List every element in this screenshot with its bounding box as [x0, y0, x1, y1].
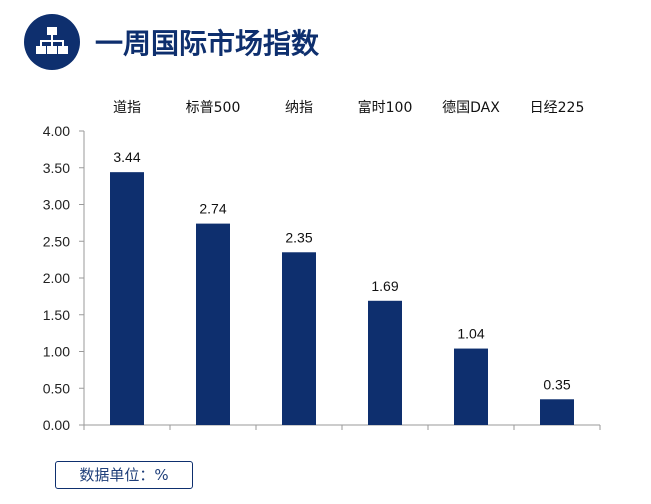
value-label: 3.44 — [113, 149, 140, 165]
bar — [282, 252, 316, 425]
value-label: 1.04 — [457, 326, 484, 342]
y-tick-label: 2.50 — [43, 233, 70, 249]
bar — [368, 300, 402, 425]
y-tick-label: 1.50 — [43, 307, 70, 323]
hierarchy-icon — [36, 27, 68, 54]
y-tick-label: 0.00 — [43, 417, 70, 433]
y-tick-label: 3.50 — [43, 160, 70, 176]
category-label: 德国DAX — [442, 100, 500, 116]
value-labels: 3.44 2.74 2.35 1.69 1.04 0.35 — [113, 149, 570, 392]
category-label: 日经225 — [530, 100, 585, 116]
value-label: 2.74 — [199, 201, 226, 217]
bar — [540, 399, 574, 425]
value-label: 1.69 — [371, 278, 398, 294]
category-labels: 道指 标普500 纳指 富时100 德国DAX 日经225 — [113, 99, 584, 116]
category-label: 纳指 — [285, 100, 313, 116]
value-label: 0.35 — [543, 376, 570, 392]
y-tick-label: 4.00 — [43, 123, 70, 139]
y-tick-label: 3.00 — [43, 197, 70, 213]
y-axis: 0.00 0.50 1.00 1.50 2.00 2.50 3.00 3.50 4.00 — [43, 123, 85, 433]
category-label: 富时100 — [358, 99, 413, 116]
category-label: 标普500 — [186, 100, 241, 116]
y-tick-label: 2.00 — [43, 270, 70, 286]
bar — [110, 172, 144, 425]
y-tick-label: 1.00 — [43, 344, 70, 360]
unit-label: 数据单位：% — [55, 461, 193, 489]
header-icon-badge — [24, 14, 80, 70]
page-title: 一周国际市场指数 — [95, 27, 320, 60]
value-label: 2.35 — [285, 229, 312, 245]
bar — [454, 348, 488, 425]
y-tick-label: 0.50 — [43, 380, 70, 396]
bar — [196, 223, 230, 425]
bars — [110, 172, 574, 425]
x-axis — [83, 424, 601, 430]
category-label: 道指 — [113, 100, 141, 116]
